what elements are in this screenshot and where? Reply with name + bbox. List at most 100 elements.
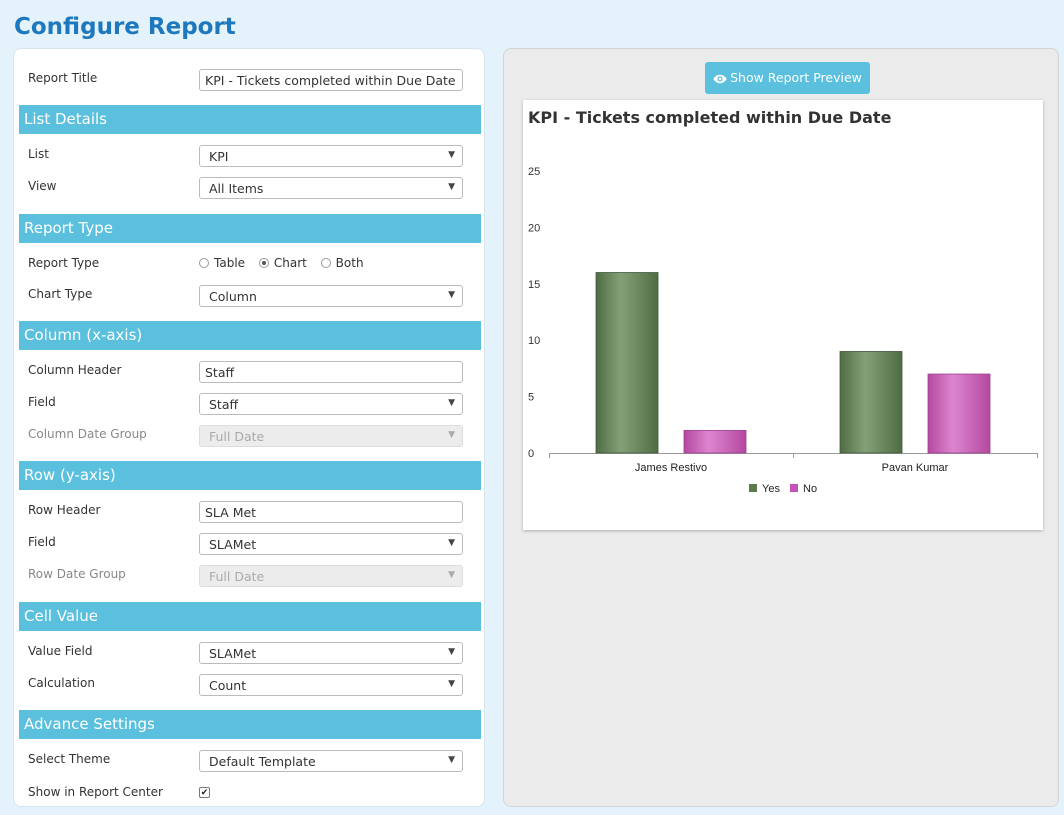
theme-label: Select Theme <box>28 752 111 766</box>
y-tick-label: 15 <box>528 279 540 291</box>
report-type-row: Report Type Table Chart Both <box>14 254 484 280</box>
radio-circle-checked-icon <box>258 258 269 268</box>
caret-down-icon: ▼ <box>448 647 455 657</box>
row-field-row: Field SLAMet ▼ <box>14 533 484 559</box>
calculation-select[interactable]: Count ▼ <box>199 674 463 696</box>
column-field-select[interactable]: Staff ▼ <box>199 393 463 415</box>
row-field-label: Field <box>28 535 56 549</box>
report-title-row: Report Title KPI - Tickets completed wit… <box>14 69 484 95</box>
caret-down-icon: ▼ <box>448 570 455 580</box>
list-select[interactable]: KPI ▼ <box>199 145 463 167</box>
chart-card: KPI - Tickets completed within Due Date … <box>523 100 1043 530</box>
column-field-row: Field Staff ▼ <box>14 393 484 419</box>
caret-down-icon: ▼ <box>448 150 455 160</box>
cell-value-header: Cell Value <box>19 602 481 631</box>
column-header-input[interactable]: Staff <box>199 361 463 383</box>
bar-yes <box>595 272 659 454</box>
row-axis-header: Row (y-axis) <box>19 461 481 490</box>
view-label: View <box>28 179 57 193</box>
y-tick-label: 0 <box>528 448 534 460</box>
radio-table-label: Table <box>214 256 246 270</box>
row-date-group-value: Full Date <box>209 569 265 584</box>
list-label: List <box>28 147 49 161</box>
column-field-select-value: Staff <box>209 397 239 412</box>
row-header-label: Row Header <box>28 503 101 517</box>
column-date-group-row: Column Date Group Full Date ▼ <box>14 425 484 451</box>
value-field-select-value: SLAMet <box>209 646 257 661</box>
configuration-panel: Report Title KPI - Tickets completed wit… <box>13 48 485 807</box>
calculation-label: Calculation <box>28 676 95 690</box>
view-select[interactable]: All Items ▼ <box>199 177 463 199</box>
value-field-row: Value Field SLAMet ▼ <box>14 642 484 668</box>
view-row: View All Items ▼ <box>14 177 484 203</box>
show-preview-button[interactable]: Show Report Preview <box>705 62 870 94</box>
report-type-radio-group: Table Chart Both <box>199 256 374 270</box>
report-type-label: Report Type <box>28 256 100 270</box>
value-field-select[interactable]: SLAMet ▼ <box>199 642 463 664</box>
row-header-input[interactable]: SLA Met <box>199 501 463 523</box>
x-category-label: Pavan Kumar <box>882 462 949 474</box>
legend-swatch-yes <box>749 484 757 492</box>
radio-chart[interactable]: Chart <box>258 256 307 270</box>
row-header-row: Row Header SLA Met <box>14 501 484 527</box>
theme-select[interactable]: Default Template ▼ <box>199 750 463 772</box>
chart-type-label: Chart Type <box>28 287 93 301</box>
show-in-center-checkbox[interactable]: ✔ <box>199 787 210 798</box>
show-in-center-label: Show in Report Center <box>28 785 163 799</box>
list-details-header: List Details <box>19 105 481 134</box>
report-type-header: Report Type <box>19 214 481 243</box>
theme-select-value: Default Template <box>209 754 316 769</box>
y-tick-label: 5 <box>528 392 534 404</box>
column-date-group-label: Column Date Group <box>28 427 147 441</box>
column-axis-header: Column (x-axis) <box>19 321 481 350</box>
caret-down-icon: ▼ <box>448 398 455 408</box>
calculation-select-value: Count <box>209 678 247 693</box>
preview-panel: Show Report Preview KPI - Tickets comple… <box>503 48 1059 807</box>
row-field-select-value: SLAMet <box>209 537 257 552</box>
value-field-label: Value Field <box>28 644 93 658</box>
row-date-group-row: Row Date Group Full Date ▼ <box>14 565 484 591</box>
report-title-label: Report Title <box>28 71 98 85</box>
list-select-value: KPI <box>209 149 229 164</box>
y-tick-label: 25 <box>528 166 540 178</box>
report-title-input[interactable]: KPI - Tickets completed within Due Date <box>199 69 463 91</box>
theme-row: Select Theme Default Template ▼ <box>14 750 484 776</box>
caret-down-icon: ▼ <box>448 430 455 440</box>
row-field-select[interactable]: SLAMet ▼ <box>199 533 463 555</box>
column-date-group-select: Full Date ▼ <box>199 425 463 447</box>
checkmark-icon: ✔ <box>200 787 209 797</box>
list-row: List KPI ▼ <box>14 145 484 171</box>
column-header-label: Column Header <box>28 363 122 377</box>
chart-type-select-value: Column <box>209 289 257 304</box>
bar-no <box>927 373 991 454</box>
chart-type-select[interactable]: Column ▼ <box>199 285 463 307</box>
show-preview-label: Show Report Preview <box>730 70 862 85</box>
show-in-center-row: Show in Report Center ✔ <box>14 783 484 806</box>
column-field-label: Field <box>28 395 56 409</box>
y-tick-label: 20 <box>528 222 540 234</box>
column-header-row: Column Header Staff <box>14 361 484 387</box>
bar-no <box>683 430 747 454</box>
radio-both[interactable]: Both <box>320 256 364 270</box>
page-title: Configure Report <box>14 14 236 40</box>
radio-table[interactable]: Table <box>199 256 245 270</box>
radio-chart-label: Chart <box>273 256 307 270</box>
caret-down-icon: ▼ <box>448 182 455 192</box>
advance-settings-header: Advance Settings <box>19 710 481 739</box>
radio-circle-icon <box>320 258 331 268</box>
legend-label-no: No <box>803 483 817 495</box>
chart-type-row: Chart Type Column ▼ <box>14 285 484 311</box>
caret-down-icon: ▼ <box>448 290 455 300</box>
eye-icon <box>713 74 727 84</box>
caret-down-icon: ▼ <box>448 755 455 765</box>
bar-yes <box>839 351 903 454</box>
caret-down-icon: ▼ <box>448 679 455 689</box>
column-date-group-value: Full Date <box>209 429 265 444</box>
legend-swatch-no <box>790 484 798 492</box>
radio-both-label: Both <box>335 256 364 270</box>
row-date-group-select: Full Date ▼ <box>199 565 463 587</box>
row-date-group-label: Row Date Group <box>28 567 126 581</box>
caret-down-icon: ▼ <box>448 538 455 548</box>
radio-circle-icon <box>199 258 209 268</box>
x-category-label: James Restivo <box>635 462 707 474</box>
